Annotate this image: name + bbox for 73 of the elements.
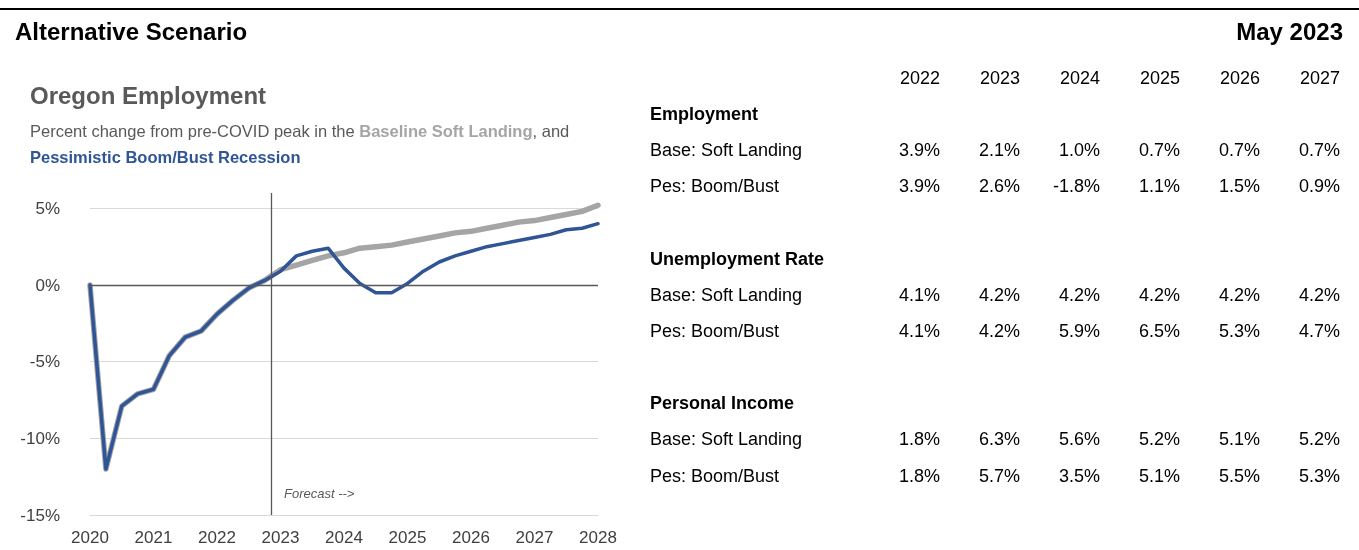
text: Alternative Scenario xyxy=(15,18,248,46)
data-label: 6.3% xyxy=(977,428,1020,452)
data-label: 4.1% xyxy=(897,319,940,343)
x-tick-label: 2021 xyxy=(134,528,173,547)
data-label: 5.5% xyxy=(1217,464,1260,488)
data-label: 4.7% xyxy=(1297,319,1340,343)
text: May 2023 xyxy=(1236,18,1343,46)
y-tick-label: Employment xyxy=(650,102,760,126)
data-label: -1.8% xyxy=(1051,175,1100,199)
data-label: 5.3% xyxy=(1217,319,1260,343)
data-label: 0.7% xyxy=(1217,138,1260,162)
data-label: 5.9% xyxy=(1057,319,1100,343)
x-tick-label: 2023 xyxy=(978,66,1020,90)
data-label: 5.6% xyxy=(1057,428,1100,452)
data-label: 2.6% xyxy=(977,175,1020,199)
x-tick-label: 2027 xyxy=(1298,66,1340,90)
y-tick-label: 0% xyxy=(35,275,60,295)
y-tick-label: Personal Income xyxy=(650,392,796,416)
text: , and xyxy=(532,122,570,140)
x-tick-label: 2024 xyxy=(325,528,363,547)
data-label: 4.1% xyxy=(897,283,940,307)
y-tick-label: Base: Soft Landing xyxy=(650,428,804,452)
data-label: 2.1% xyxy=(977,138,1020,162)
y-tick-label: -15% xyxy=(20,505,60,525)
y-tick-label: -10% xyxy=(20,428,60,448)
data-label: 0.9% xyxy=(1297,175,1340,199)
data-label: 1.5% xyxy=(1217,175,1260,199)
ref-line-label: Forecast --> xyxy=(283,486,355,501)
x-tick-label: 2024 xyxy=(1058,66,1100,90)
data-label: 4.2% xyxy=(1137,283,1180,307)
x-tick-label: 2025 xyxy=(1138,66,1180,90)
y-tick-label: Base: Soft Landing xyxy=(650,283,804,307)
data-label: 1.8% xyxy=(897,464,940,488)
data-label: 3.5% xyxy=(1057,464,1100,488)
data-label: 5.3% xyxy=(1297,464,1340,488)
data-label: 5.1% xyxy=(1137,464,1180,488)
y-tick-label: Unemployment Rate xyxy=(650,247,826,271)
data-label: 3.9% xyxy=(897,175,940,199)
data-label: 4.2% xyxy=(977,319,1020,343)
data-label: 4.2% xyxy=(1057,283,1100,307)
x-tick-label: 2025 xyxy=(388,528,427,547)
x-tick-label: 2020 xyxy=(71,528,109,547)
data-label: 0.7% xyxy=(1297,138,1340,162)
x-tick-label: 2026 xyxy=(452,528,490,547)
data-label: 5.2% xyxy=(1297,428,1340,452)
x-tick-label: 2022 xyxy=(198,528,236,547)
y-tick-label: Pes: Boom/Bust xyxy=(650,319,781,343)
data-label: 5.1% xyxy=(1217,428,1260,452)
y-tick-label: Pes: Boom/Bust xyxy=(650,175,781,199)
data-label: 0.7% xyxy=(1137,138,1180,162)
data-label: 4.2% xyxy=(1217,283,1260,307)
data-label: 1.8% xyxy=(897,428,940,452)
y-tick-label: -5% xyxy=(29,352,60,372)
y-tick-label: 5% xyxy=(35,198,60,218)
x-tick-label: 2027 xyxy=(515,528,554,547)
chart-subtitle: Percent change from pre-COVID peak in the xyxy=(30,122,355,140)
y-tick-label: Pes: Boom/Bust xyxy=(650,464,781,488)
x-tick-label: 2023 xyxy=(261,528,300,547)
data-label: 1.0% xyxy=(1057,138,1100,162)
x-tick-label: 2028 xyxy=(579,528,617,547)
data-label: 5.2% xyxy=(1137,428,1180,452)
chart-title: Oregon Employment xyxy=(30,82,267,110)
data-label: 6.5% xyxy=(1137,319,1180,343)
data-label: 4.2% xyxy=(977,283,1020,307)
text: Baseline Soft Landing xyxy=(359,122,533,140)
data-label: 5.7% xyxy=(977,464,1020,488)
x-tick-label: 2026 xyxy=(1218,66,1260,90)
text: Pessimistic Boom/Bust Recession xyxy=(30,148,301,166)
y-tick-label: Base: Soft Landing xyxy=(650,138,804,162)
data-label: 3.9% xyxy=(897,138,940,162)
data-label: 4.2% xyxy=(1297,283,1340,307)
x-tick-label: 2022 xyxy=(898,66,940,90)
data-label: 1.1% xyxy=(1137,175,1180,199)
